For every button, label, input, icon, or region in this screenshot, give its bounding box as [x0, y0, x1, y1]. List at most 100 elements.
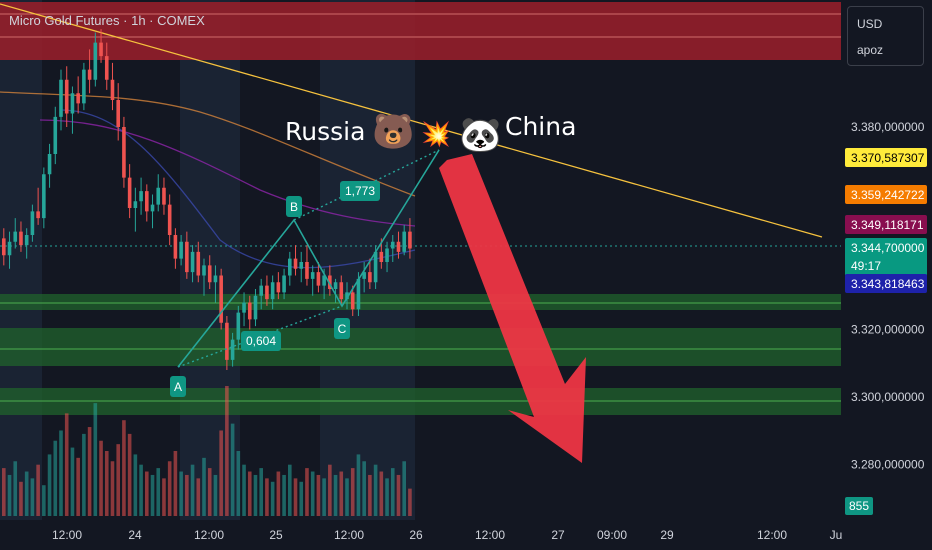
volume-bar	[76, 457, 80, 516]
candle	[230, 332, 235, 367]
candle	[247, 295, 252, 330]
volume-bar	[202, 457, 206, 516]
volume-bar	[305, 468, 309, 516]
volume-bar	[47, 454, 52, 516]
support-zone-2	[0, 328, 841, 366]
candle	[173, 228, 178, 269]
volume-bar	[93, 403, 98, 516]
candle	[242, 292, 246, 327]
time-tick-label: 27	[551, 528, 565, 542]
volume-bar	[82, 433, 86, 516]
candle	[93, 32, 98, 87]
candle	[270, 275, 275, 310]
candle	[196, 241, 201, 283]
volume-bar	[42, 485, 46, 516]
candle	[42, 167, 46, 229]
point-b-label: B	[286, 196, 302, 217]
currency-unit-box[interactable]: USD apoz	[847, 6, 924, 66]
candle	[202, 258, 206, 296]
candle	[104, 42, 109, 90]
volume-bar	[70, 447, 75, 516]
candle	[185, 231, 189, 279]
candle	[328, 265, 332, 296]
volume-bar	[104, 451, 109, 516]
volume-bar	[299, 481, 304, 516]
candle	[265, 275, 269, 306]
volume-bar	[59, 430, 63, 516]
candle	[305, 245, 309, 286]
candle	[390, 235, 395, 262]
annotation-china: China	[505, 112, 576, 141]
volume-bar	[139, 464, 143, 516]
candle	[110, 62, 115, 111]
svg-text:B: B	[290, 200, 298, 214]
volume-bar	[190, 464, 195, 516]
candle	[190, 245, 195, 283]
volume-bar	[64, 413, 69, 516]
volume-bar	[179, 471, 183, 516]
unit-label: apoz	[857, 43, 884, 57]
candle	[408, 218, 412, 259]
volume-bar	[385, 478, 389, 516]
candle	[139, 177, 143, 215]
svg-text:1,773: 1,773	[345, 184, 375, 198]
volume-bar	[167, 461, 172, 516]
candle	[30, 204, 35, 242]
volume-bar	[328, 464, 332, 516]
price-tags: 3.370,587307 3.359,242722 3.349,118171 3.34…	[845, 148, 927, 293]
price-tag: 3.349,118171	[845, 215, 927, 234]
volume-bar	[87, 427, 92, 516]
volume-bar	[408, 488, 412, 516]
candle	[213, 265, 218, 303]
volume-bars	[2, 386, 412, 516]
ma-purple	[39, 119, 416, 227]
candle	[276, 272, 281, 300]
time-tick-label: 24	[128, 528, 142, 542]
candle	[310, 265, 315, 296]
volume-bar	[242, 464, 246, 516]
volume-bar	[225, 386, 229, 516]
volume-bar	[185, 474, 189, 516]
volume-bar	[259, 468, 263, 516]
volume-bar	[30, 478, 35, 516]
price-tag: 3.359,242722	[845, 185, 927, 204]
time-tick-label: Ju	[830, 528, 843, 542]
volume-bar	[133, 454, 138, 516]
volume-bar	[276, 471, 281, 516]
price-tick-label: 3.380,000000	[851, 120, 925, 134]
descending-trendline	[0, 3, 823, 238]
candle	[122, 116, 126, 188]
resistance-zone	[0, 2, 841, 60]
volume-bar	[116, 444, 120, 516]
candle	[219, 268, 223, 330]
candle	[156, 174, 161, 212]
volume-bar	[53, 440, 58, 516]
candle	[333, 278, 338, 303]
ma-blue	[59, 109, 416, 269]
time-tick-label: 25	[269, 528, 283, 542]
candles	[2, 29, 412, 370]
candle	[316, 262, 321, 293]
ratio-label-bd: 1,773	[340, 181, 380, 201]
time-tick-label: 12:00	[334, 528, 364, 542]
candle	[236, 305, 241, 350]
volume-bar	[156, 468, 161, 516]
candle	[99, 29, 103, 63]
volume-bar	[7, 474, 12, 516]
svg-text:3.343,818463: 3.343,818463	[851, 277, 925, 291]
volume-tag: 855	[845, 497, 873, 515]
volume-bar	[396, 474, 401, 516]
volume-bar	[322, 478, 326, 516]
svg-text:0,604: 0,604	[246, 334, 276, 348]
volume-bar	[402, 461, 406, 516]
price-tick-label: 3.320,000000	[851, 323, 925, 337]
svg-text:A: A	[174, 380, 182, 394]
candle	[385, 241, 389, 273]
volume-bar	[219, 430, 223, 516]
candle	[293, 245, 298, 276]
candle	[396, 231, 401, 259]
time-axis[interactable]: 12:00 24 12:00 25 12:00 26 12:00 27 09:00 29 12:00…	[52, 528, 842, 542]
price-tick-label: 3.280,000000	[851, 458, 925, 472]
volume-bar	[390, 468, 395, 516]
